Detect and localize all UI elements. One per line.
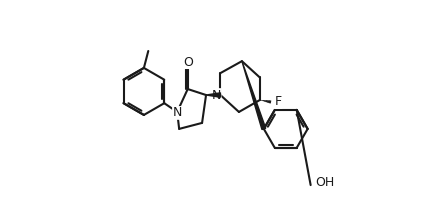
Polygon shape	[206, 93, 220, 97]
Text: F: F	[275, 96, 282, 108]
Text: N: N	[172, 106, 182, 119]
Text: OH: OH	[315, 176, 335, 189]
Text: O: O	[183, 56, 193, 69]
Text: N: N	[212, 88, 221, 102]
Polygon shape	[242, 61, 266, 129]
